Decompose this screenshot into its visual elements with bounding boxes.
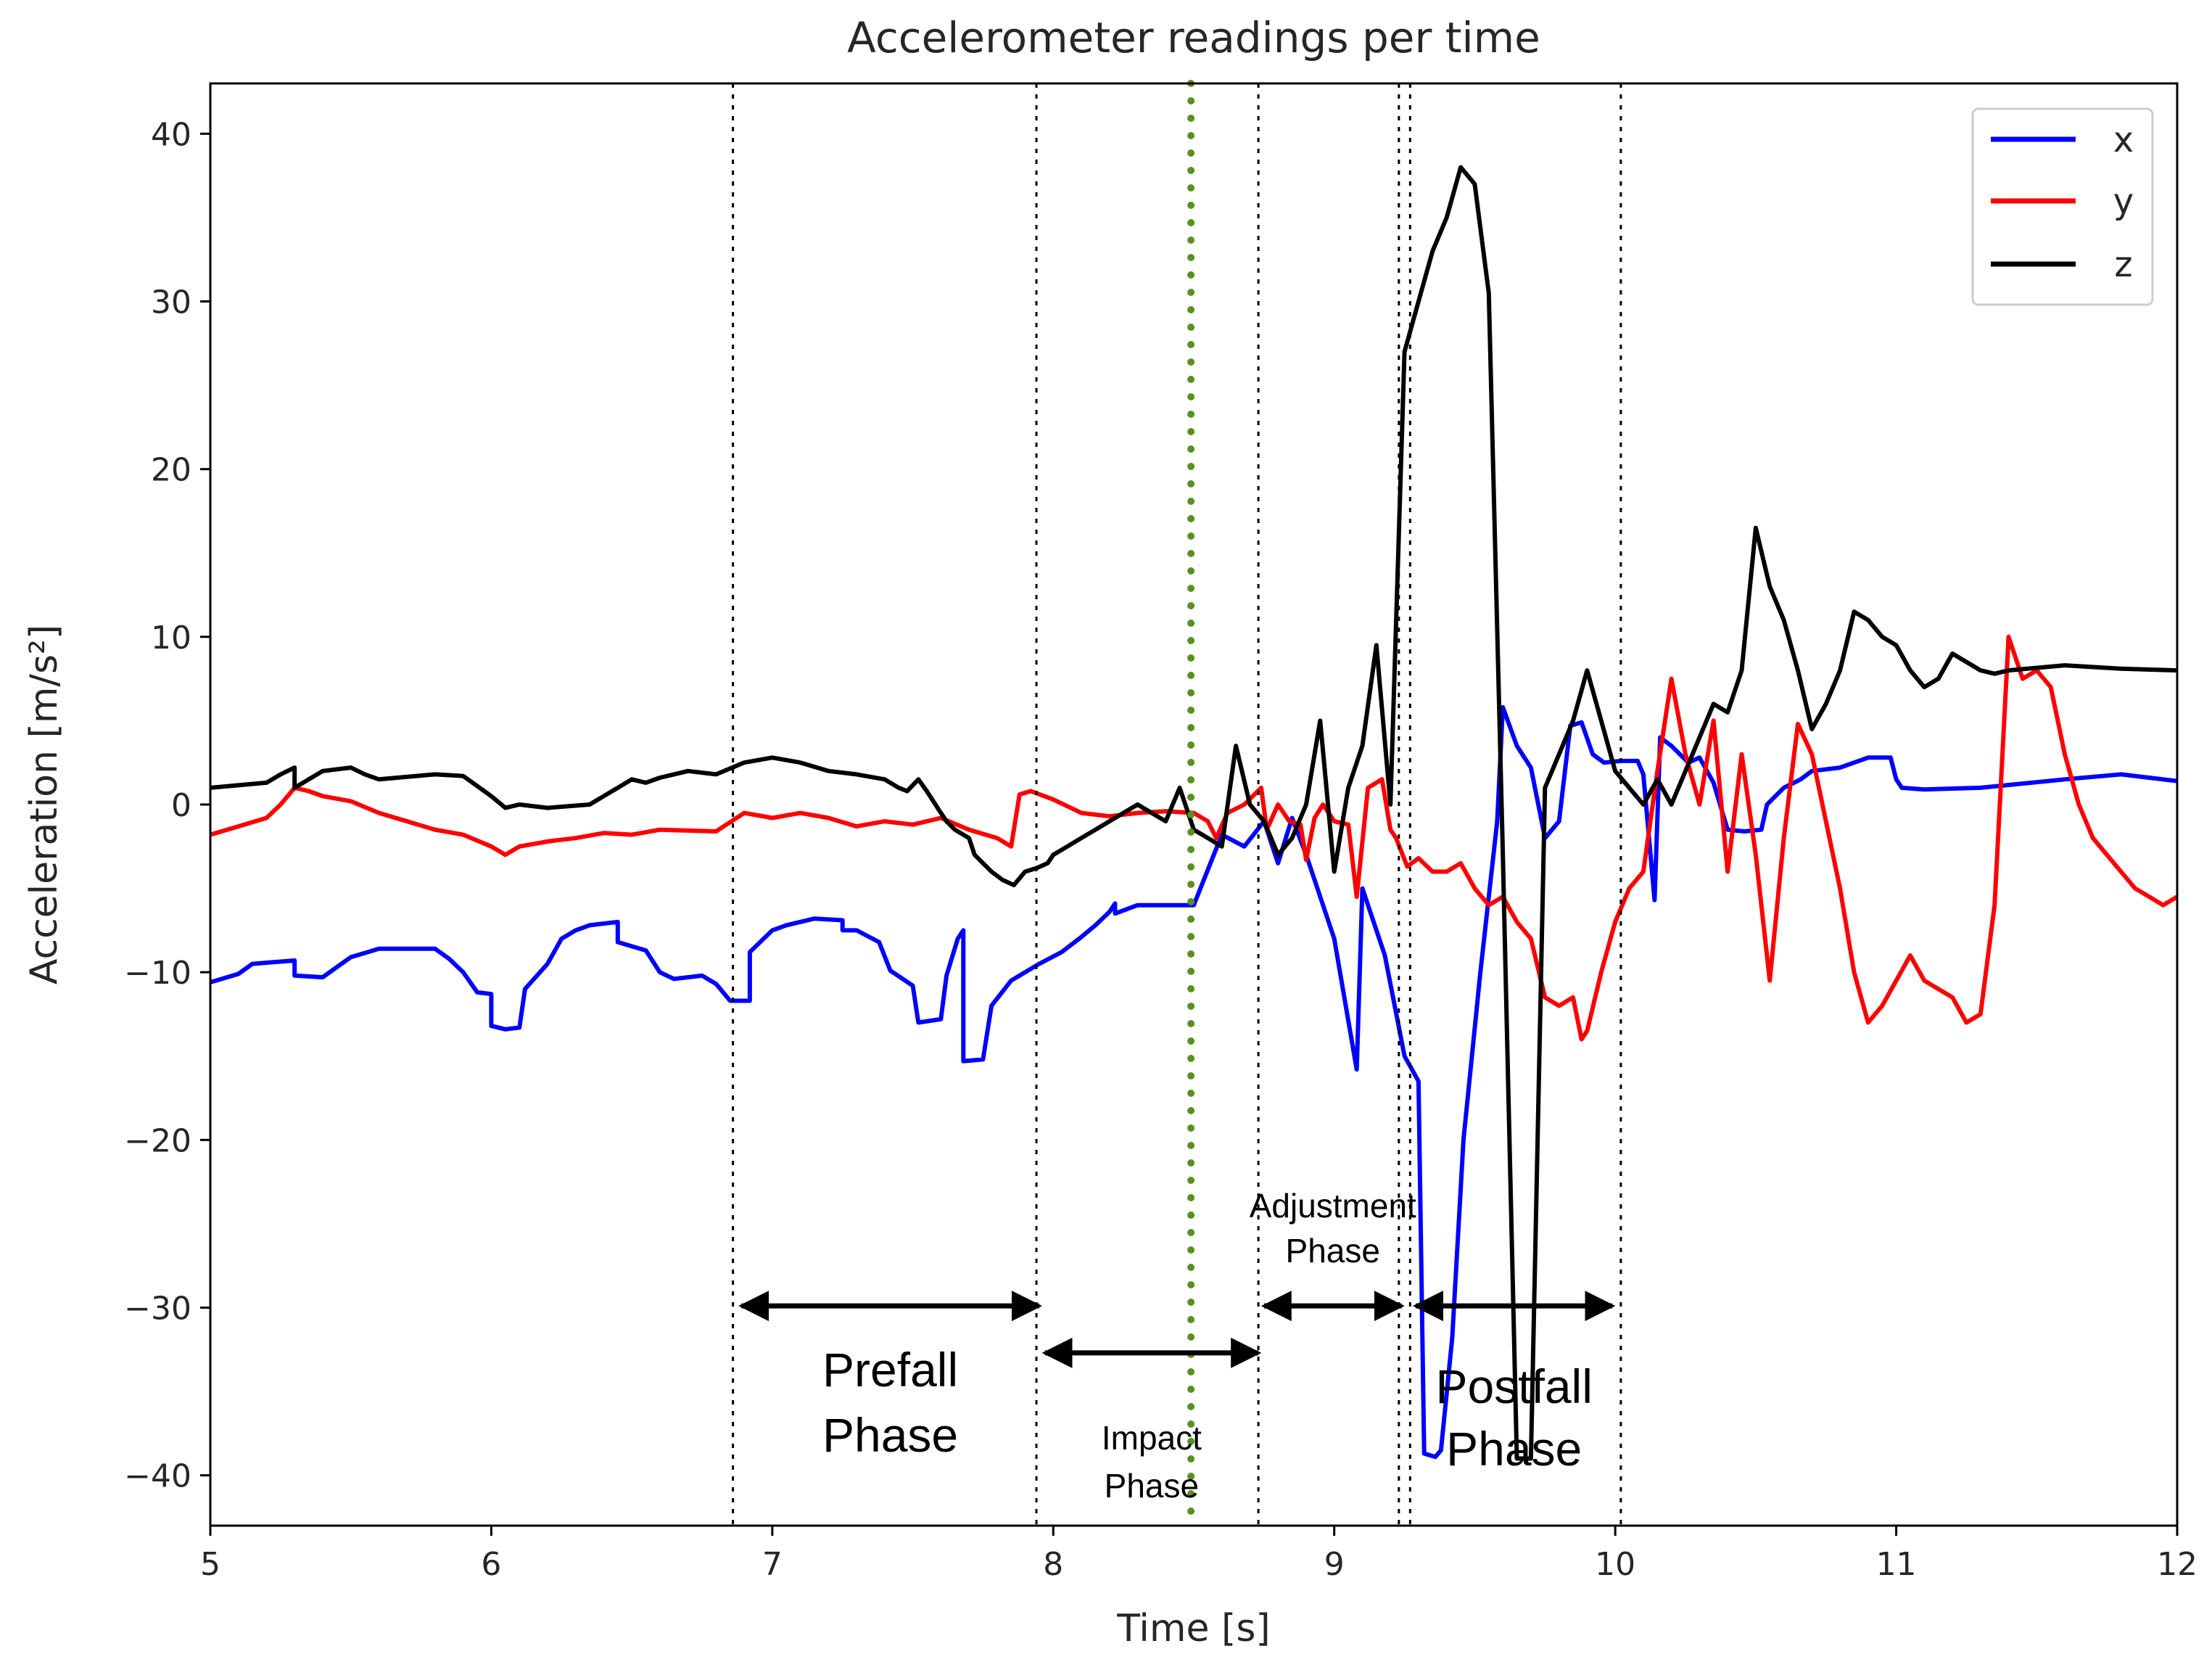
x-tick-label: 12 <box>2157 1546 2197 1583</box>
x-tick-label: 8 <box>1043 1546 1063 1583</box>
x-tick-label: 6 <box>481 1546 501 1583</box>
plot-frame <box>209 82 2179 1527</box>
legend-label-x: x <box>2113 120 2134 160</box>
legend-label-z: z <box>2114 244 2132 285</box>
phase-label-3-line-1: Phase <box>1446 1422 1582 1476</box>
phase-boundaries <box>732 80 1622 1529</box>
y-tick-label: 20 <box>151 452 191 489</box>
legend-label-y: y <box>2113 181 2134 222</box>
y-tick-label: 0 <box>171 787 191 824</box>
phase-label-1-line-0: Impact <box>1102 1419 1202 1457</box>
x-axis-label: Time [s] <box>1116 1607 1270 1650</box>
x-tick-label: 7 <box>762 1546 783 1583</box>
series-line-y <box>210 634 2177 1042</box>
y-tick-label: 40 <box>151 116 191 153</box>
x-tick-label: 9 <box>1324 1546 1345 1583</box>
series-line-x <box>210 704 2177 1460</box>
chart-title: Accelerometer readings per time <box>847 13 1540 62</box>
legend: x y z <box>1971 107 2154 306</box>
x-axis-ticks: 5 6 7 8 9 10 11 12 <box>200 1526 2197 1583</box>
y-tick-label: −10 <box>124 955 191 992</box>
phase-label-2-line-0: Adjustment <box>1250 1187 1416 1225</box>
y-axis-ticks: 40 30 20 10 0 −10 −20 −30 −40 <box>124 116 210 1495</box>
phase-label-0-line-1: Phase <box>822 1408 958 1462</box>
phase-label-1-line-1: Phase <box>1105 1467 1199 1505</box>
phase-label-2-line-1: Phase <box>1286 1232 1380 1270</box>
y-tick-label: −20 <box>124 1122 191 1159</box>
x-tick-label: 10 <box>1595 1546 1635 1583</box>
phase-annotations: Prefall Phase Impact Phase Adjustment Phase Po… <box>738 1187 1616 1505</box>
y-tick-label: 10 <box>151 620 191 657</box>
phase-label-3-line-0: Postfall <box>1435 1360 1592 1413</box>
y-tick-label: −30 <box>124 1290 191 1327</box>
x-tick-label: 5 <box>200 1546 220 1583</box>
y-axis-label: Acceleration [m/s²] <box>22 625 66 984</box>
legend-box <box>1971 107 2154 306</box>
y-tick-label: −40 <box>124 1458 191 1495</box>
phase-label-0-line-0: Prefall <box>822 1343 958 1397</box>
series-line-z <box>210 165 2177 1461</box>
x-tick-label: 11 <box>1876 1546 1917 1583</box>
series-layer <box>210 165 2177 1461</box>
y-tick-label: 30 <box>151 284 191 321</box>
